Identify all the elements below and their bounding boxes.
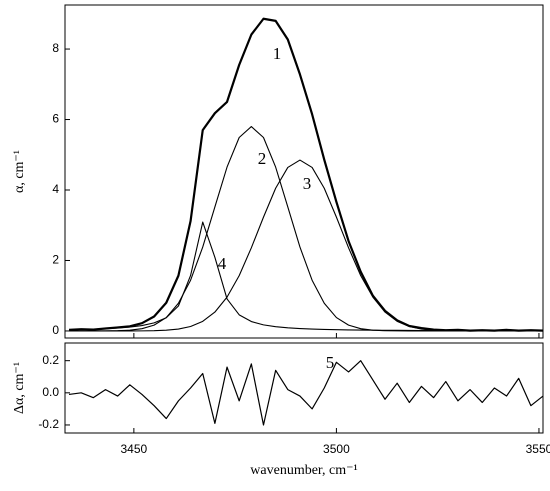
curve-label: 2: [258, 149, 267, 168]
x-tick-label: 3550: [526, 442, 550, 456]
plot-frame: [64, 4, 544, 339]
curve-label: 4: [218, 254, 227, 273]
x-tick-label: 3500: [323, 442, 350, 456]
y-axis-label: α, cm⁻¹: [12, 150, 27, 193]
series-line: [68, 360, 544, 426]
curve-label: 3: [303, 174, 312, 193]
plot-frame: [64, 342, 544, 434]
y-tick-label: -0.2: [38, 417, 59, 431]
y-tick-label: 2: [52, 253, 59, 267]
y-tick-label: 0.0: [42, 385, 59, 399]
y-tick-label: 6: [52, 112, 59, 126]
curve-label: 5: [326, 353, 335, 372]
x-tick-label: 3450: [121, 442, 148, 456]
series-line: [69, 126, 543, 332]
series-line: [69, 221, 543, 332]
curve-label: 1: [273, 44, 282, 63]
y-tick-label: 0.2: [42, 353, 59, 367]
y-tick-label: 0: [52, 323, 59, 337]
y-tick-label: 4: [52, 182, 59, 196]
y-tick-label: 8: [52, 41, 59, 55]
x-axis-label: wavenumber, cm⁻¹: [250, 463, 357, 478]
y-axis-label: Δα, cm⁻¹: [12, 362, 27, 414]
